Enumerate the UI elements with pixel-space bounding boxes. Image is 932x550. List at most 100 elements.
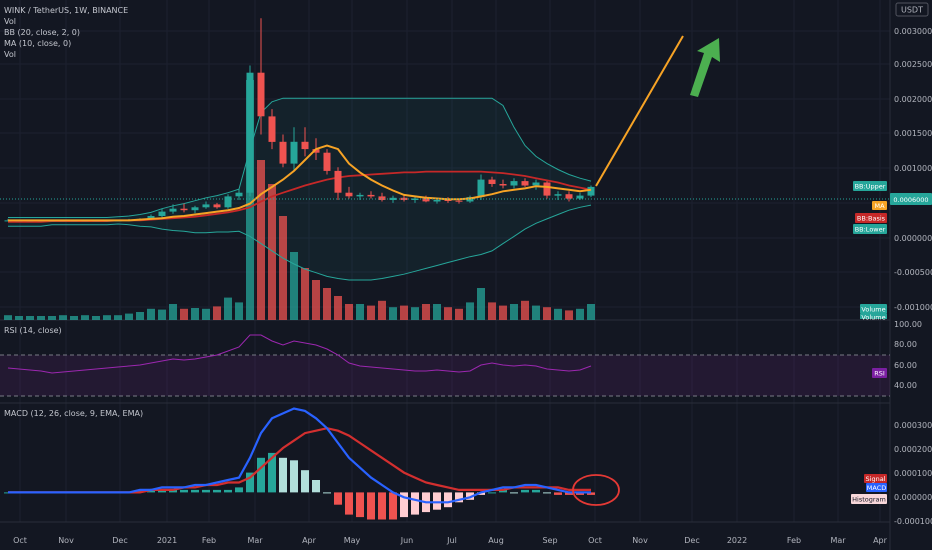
tag-volume-label-2: Volume <box>861 314 885 322</box>
candle-body <box>477 179 485 198</box>
volume-bar <box>48 316 56 320</box>
macd-lines <box>8 407 591 504</box>
volume-bar <box>191 308 199 320</box>
histogram-bar <box>202 489 210 493</box>
histogram-bar <box>411 492 419 515</box>
tag-macd[interactable]: MACD <box>866 483 887 492</box>
volume-bar <box>433 304 441 320</box>
tag-bb-upper[interactable]: BB:Upper <box>853 181 887 191</box>
tag-rsi[interactable]: RSI <box>872 368 887 378</box>
bollinger-band-fill <box>8 98 591 280</box>
candle-body <box>246 72 254 193</box>
tag-volume-label: Volume <box>861 306 885 314</box>
volume-bar <box>323 288 331 320</box>
indicator-bb[interactable]: BB (20, close, 2, 0) <box>4 28 80 37</box>
time-tick: Oct <box>13 536 27 545</box>
price-tick: 0.0000000 <box>894 234 932 243</box>
histogram-bar <box>477 492 485 495</box>
volume-bar <box>290 252 298 320</box>
tag-bb-basis[interactable]: BB:Basis <box>855 213 887 223</box>
tag-macd-label: MACD <box>867 484 886 492</box>
volume-bar <box>422 304 430 320</box>
volume-bar <box>411 307 419 320</box>
grid-lines <box>0 0 890 522</box>
volume-bar <box>521 300 529 320</box>
candle-body <box>488 179 496 184</box>
tag-bb-lower[interactable]: BB:Lower <box>853 224 887 234</box>
histogram-bar <box>400 492 408 518</box>
tag-ma[interactable]: MA <box>872 201 887 210</box>
volume-bar <box>180 308 188 320</box>
rsi-line <box>7 334 592 374</box>
currency-button[interactable] <box>895 2 929 17</box>
indicator-vol-2[interactable]: Vol <box>4 50 16 59</box>
tag-last-price[interactable]: 0.0006000 <box>890 193 932 205</box>
ma-line <box>8 144 592 222</box>
tag-signal[interactable]: Signal <box>864 474 887 483</box>
candle-body <box>147 216 155 219</box>
time-tick: 2021 <box>157 536 177 545</box>
time-tick: Mar <box>830 536 846 545</box>
time-tick: Apr <box>873 536 888 545</box>
histogram-bar <box>334 492 342 505</box>
candle-body <box>433 200 441 202</box>
histogram-bar <box>169 489 177 493</box>
tag-bb-basis-label: BB:Basis <box>857 215 886 223</box>
histogram-bar <box>433 492 441 510</box>
candle-body <box>279 141 287 164</box>
time-tick: Nov <box>632 536 648 545</box>
histogram-bar <box>521 489 529 493</box>
volume-bar <box>565 310 573 320</box>
rsi-tick: 100.00 <box>894 320 922 329</box>
candle-body <box>422 198 430 202</box>
candle-body <box>191 207 199 211</box>
candle-body <box>345 192 353 197</box>
tag-histogram[interactable]: Histogram <box>851 494 887 504</box>
candle-body <box>455 200 463 202</box>
histogram-bar <box>279 457 287 493</box>
volume-bar <box>400 305 408 320</box>
volume-bar <box>543 307 551 320</box>
time-axis[interactable]: Oct Nov Dec 2021 Feb Mar Apr May Jun Jul… <box>13 536 888 545</box>
volume-bar <box>510 304 518 320</box>
histogram-bar <box>158 489 166 493</box>
candle-body <box>576 195 584 199</box>
volume-bar <box>587 304 595 320</box>
rsi-tick: 60.00 <box>894 361 917 370</box>
volume-bar <box>257 160 265 320</box>
candle-body <box>565 194 573 199</box>
macd-title[interactable]: MACD (12, 26, close, 9, EMA, EMA) <box>4 409 143 418</box>
tag-volume[interactable]: Volume Volume <box>860 304 887 322</box>
volume-bar <box>81 315 89 320</box>
volume-bar <box>15 316 23 320</box>
tag-rsi-label: RSI <box>874 370 885 378</box>
candle-body <box>257 72 265 117</box>
chart-title: WINK / TetherUS, 1W, BINANCE <box>4 6 128 15</box>
time-tick: Oct <box>588 536 602 545</box>
rsi-title[interactable]: RSI (14, close) <box>4 326 62 335</box>
indicator-vol[interactable]: Vol <box>4 17 16 26</box>
indicator-ma[interactable]: MA (10, close, 0) <box>4 39 71 48</box>
time-tick: Dec <box>112 536 127 545</box>
up-arrow-icon[interactable] <box>690 38 720 97</box>
highlight-circle[interactable] <box>572 474 620 506</box>
candle-body <box>334 170 342 193</box>
candle-body <box>312 149 320 153</box>
histogram-bar <box>444 492 452 508</box>
projection-line[interactable] <box>595 35 684 187</box>
volume-bar <box>37 316 45 320</box>
volume-bar <box>59 315 67 320</box>
rsi-axis[interactable]: 100.00 80.00 60.00 40.00 <box>894 320 922 390</box>
volume-bar <box>114 315 122 320</box>
candle-body <box>521 181 529 186</box>
volume-bar <box>367 305 375 320</box>
candle-body <box>543 182 551 196</box>
macd-line <box>8 407 591 504</box>
